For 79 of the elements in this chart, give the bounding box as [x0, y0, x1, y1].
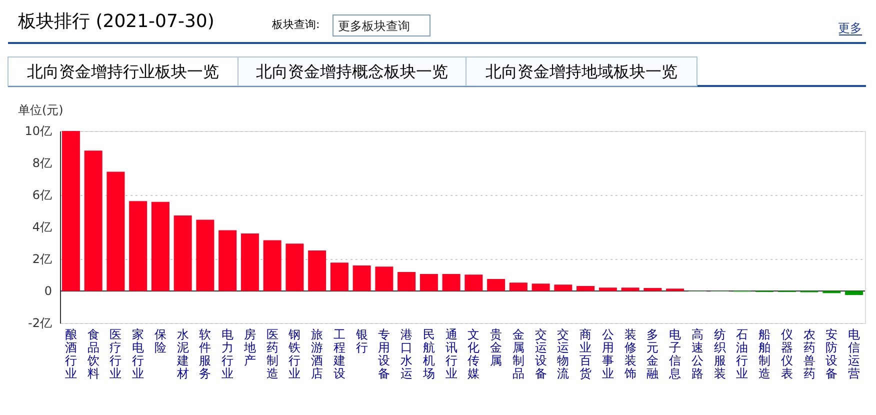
x-tick-label: 民航机场: [422, 328, 435, 380]
x-tick-label: 保险: [154, 328, 166, 354]
y-axis-title: 单位(元): [18, 103, 64, 117]
bar: [263, 240, 282, 291]
x-tick-label: 装修装饰: [623, 328, 636, 380]
bar: [84, 150, 102, 291]
x-tick-label: 交运设备: [534, 328, 547, 380]
y-tick-label: 8亿: [32, 156, 52, 170]
x-tick-label: 文化传媒: [468, 328, 480, 380]
bar: [308, 250, 326, 291]
x-tick-label: 商业百货: [580, 328, 592, 380]
bar: [845, 291, 864, 295]
x-tick-label: 仪器仪表: [780, 328, 793, 380]
bar: [644, 288, 662, 291]
text: 更多: [838, 21, 862, 35]
x-tick-label: 医药制造: [266, 328, 278, 380]
bar: [509, 282, 528, 291]
x-tick-label: 石油行业: [736, 328, 748, 380]
text: 北向资金增持地域板块一览: [486, 62, 678, 81]
x-tick-label: 公用事业: [602, 328, 614, 380]
bar: [442, 274, 460, 291]
chart-title: 板块排行 (2021-07-30): [17, 11, 214, 32]
x-tick-label: 贵金属: [490, 328, 502, 368]
x-tick-label: 银行: [354, 328, 368, 354]
bar: [196, 220, 214, 291]
bar: [576, 286, 595, 291]
x-tick-label: 医疗行业: [110, 328, 122, 380]
bar: [218, 230, 237, 291]
y-tick-label: 6亿: [32, 188, 52, 202]
bar: [532, 284, 550, 291]
y-tick-label: 4亿: [32, 220, 52, 234]
bar: [598, 288, 617, 291]
x-tick-label: 电信运营: [848, 328, 860, 380]
text: 更多板块查询: [338, 19, 410, 33]
bar: [106, 172, 125, 291]
bar: [464, 274, 483, 291]
y-tick-label: 10亿: [24, 124, 52, 138]
x-tick-label: 钢铁行业: [288, 328, 301, 380]
x-tick-label: 高速公路: [691, 328, 704, 380]
x-tick-label: 旅游酒店: [311, 328, 324, 380]
bar: [621, 288, 640, 291]
bar: [174, 215, 192, 291]
x-tick-label: 专用设备: [378, 328, 390, 380]
text: 北向资金增持行业板块一览: [27, 62, 219, 81]
bar: [151, 202, 170, 291]
x-tick-label: 食品饮料: [86, 328, 100, 380]
bar: [129, 201, 148, 291]
x-tick-label: 房地产: [242, 328, 256, 368]
x-tick-label: 水泥建材: [176, 328, 189, 380]
text: 板块查询:: [271, 18, 320, 31]
y-tick-label: 2亿: [32, 252, 52, 266]
x-tick-label: 金属制品: [512, 328, 524, 380]
x-tick-label: 通讯行业: [445, 328, 458, 380]
x-tick-label: 纺织服装: [714, 328, 726, 380]
x-tick-label: 家电行业: [132, 328, 144, 380]
bar: [554, 284, 572, 291]
bar: [240, 234, 259, 291]
x-tick-label: 酿酒行业: [64, 328, 77, 380]
text: 北向资金增持概念板块一览: [256, 62, 448, 81]
x-tick-label: 船舶制造: [758, 328, 771, 380]
x-tick-label: 电子信息: [668, 328, 682, 380]
bar: [286, 244, 304, 291]
x-tick-label: 软件服务: [199, 328, 212, 380]
bar: [330, 262, 348, 291]
x-tick-label: 港口水运: [400, 328, 413, 380]
x-tick-label: 电力行业: [222, 328, 234, 380]
y-tick-label: 0: [44, 284, 52, 298]
x-tick-label: 交运物流: [557, 328, 570, 380]
bar: [487, 279, 506, 291]
bar: [375, 266, 394, 291]
bar: [420, 274, 438, 291]
y-tick-label: -2亿: [28, 316, 52, 330]
x-tick-label: 农药兽药: [803, 328, 816, 380]
x-tick-label: 多元金融: [646, 328, 659, 380]
x-tick-label: 工程建设: [332, 328, 346, 380]
bar: [62, 131, 80, 291]
bar: [352, 266, 371, 291]
x-tick-label: 安防设备: [826, 328, 838, 380]
bar: [398, 272, 416, 291]
